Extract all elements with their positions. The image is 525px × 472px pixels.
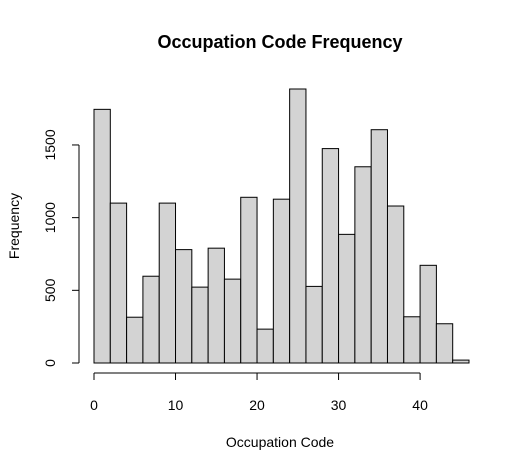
histogram-bar [370,129,388,364]
chart-title: Occupation Code Frequency [157,32,402,52]
histogram-bar [207,247,225,364]
x-tick-label: 40 [412,397,428,413]
histogram-bar [223,278,242,364]
y-tick-label: 1000 [42,202,58,233]
histogram-bar [321,148,340,364]
histogram-bar [289,88,307,364]
histogram-bar [126,316,144,364]
histogram-bar [175,249,193,364]
x-axis: 0 10 20 30 40 [90,372,428,413]
histogram-bar [452,359,470,364]
histogram-bar [191,286,209,364]
histogram-bar [256,328,274,364]
histogram-bar [305,285,323,364]
histogram-bar [109,202,128,364]
histogram-bar [93,108,111,364]
y-tick-label: 500 [42,278,58,302]
histogram-bar [158,202,177,364]
x-tick-label: 30 [331,397,347,413]
histogram-bar [403,316,421,364]
x-axis-label: Occupation Code [226,434,334,450]
bars-group [93,88,470,364]
y-tick-label: 0 [42,359,58,367]
histogram-bar [240,196,258,364]
histogram-bar [354,166,372,364]
y-axis: 0 500 1000 1500 [42,129,80,367]
x-tick-label: 0 [90,397,98,413]
x-tick-label: 10 [168,397,184,413]
x-tick-label: 20 [249,397,265,413]
histogram-bar [272,198,291,364]
histogram-bar [419,264,437,364]
y-axis-label: Frequency [6,193,22,259]
histogram-bar [386,205,405,364]
histogram-bar [338,233,356,364]
y-tick-label: 1500 [42,129,58,160]
histogram-bar [435,323,454,364]
histogram-bar [142,275,160,364]
